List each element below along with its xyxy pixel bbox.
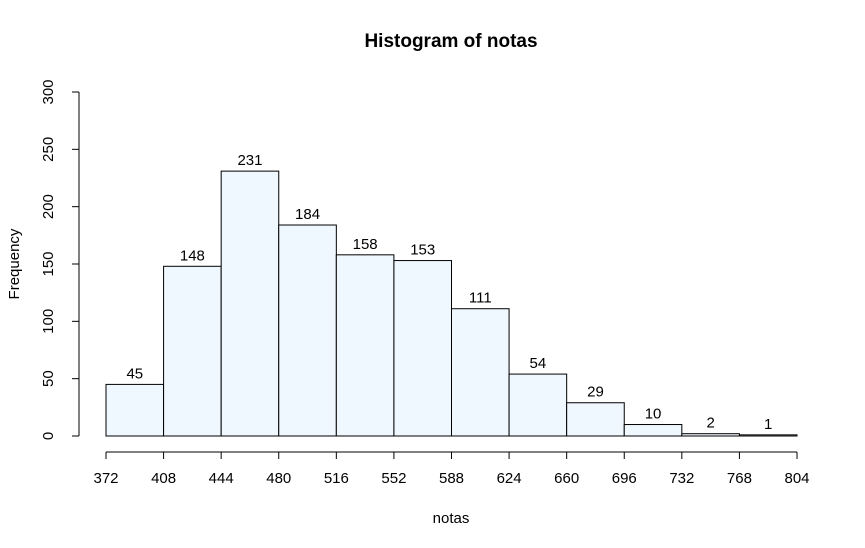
histogram-bar — [105, 383, 165, 437]
x-tick-label: 516 — [324, 470, 349, 487]
bar-value-label: 2 — [706, 415, 714, 432]
histogram-bar — [163, 265, 222, 437]
histogram-bar — [681, 433, 740, 437]
y-tick-label: 300 — [40, 79, 57, 104]
x-axis-label: notas — [433, 510, 470, 527]
bar-value-label: 111 — [469, 290, 492, 307]
bar-value-label: 148 — [180, 247, 205, 264]
x-tick-label: 696 — [612, 470, 637, 487]
y-tick-label: 150 — [40, 251, 57, 276]
y-tick-label: 200 — [40, 194, 57, 219]
histogram-bar — [220, 170, 280, 437]
chart-title: Histogram of notas — [364, 31, 537, 52]
bar-value-label: 184 — [295, 206, 320, 223]
histogram-bar — [335, 254, 395, 437]
bar-value-label: 231 — [237, 152, 262, 169]
histogram-bar — [623, 424, 683, 437]
y-tick-label: 100 — [40, 309, 57, 334]
x-tick-label: 408 — [151, 470, 176, 487]
x-tick-label: 624 — [497, 470, 522, 487]
x-tick-label: 768 — [727, 470, 752, 487]
x-tick-label: 444 — [209, 470, 234, 487]
x-tick-label: 372 — [93, 470, 118, 487]
y-axis: 0 50 100 150 200 250 300 — [40, 79, 80, 440]
bar-value-label: 1 — [764, 416, 772, 433]
x-tick-label: 480 — [266, 470, 291, 487]
x-tick-label: 588 — [439, 470, 464, 487]
bar-value-label: 158 — [353, 236, 378, 253]
y-tick-label: 0 — [40, 432, 57, 440]
x-tick-label: 732 — [669, 470, 694, 487]
y-tick-label: 50 — [40, 370, 57, 387]
histogram-bar — [508, 373, 568, 437]
histogram-bar — [566, 402, 625, 437]
x-tick-label: 660 — [554, 470, 579, 487]
data-labels-group: 45 148 231 184 158 153 111 54 29 10 2 1 — [126, 152, 772, 433]
y-tick-label: 250 — [40, 137, 57, 162]
y-axis-label: Frequency — [6, 228, 23, 299]
histogram-bar — [738, 434, 798, 437]
bar-value-label: 29 — [587, 384, 604, 401]
histogram-bar — [278, 224, 337, 437]
bar-value-label: 10 — [645, 406, 662, 423]
bars-group — [105, 170, 798, 437]
x-axis: 372 408 444 480 516 552 588 624 660 696 732 768 804 — [93, 451, 810, 487]
x-tick-label: 804 — [784, 470, 809, 487]
bar-value-label: 54 — [530, 355, 547, 372]
histogram-bar — [393, 260, 452, 437]
x-tick-label: 552 — [381, 470, 406, 487]
histogram-bar — [451, 308, 510, 437]
bar-value-label: 45 — [126, 365, 143, 382]
bar-value-label: 153 — [410, 242, 435, 259]
